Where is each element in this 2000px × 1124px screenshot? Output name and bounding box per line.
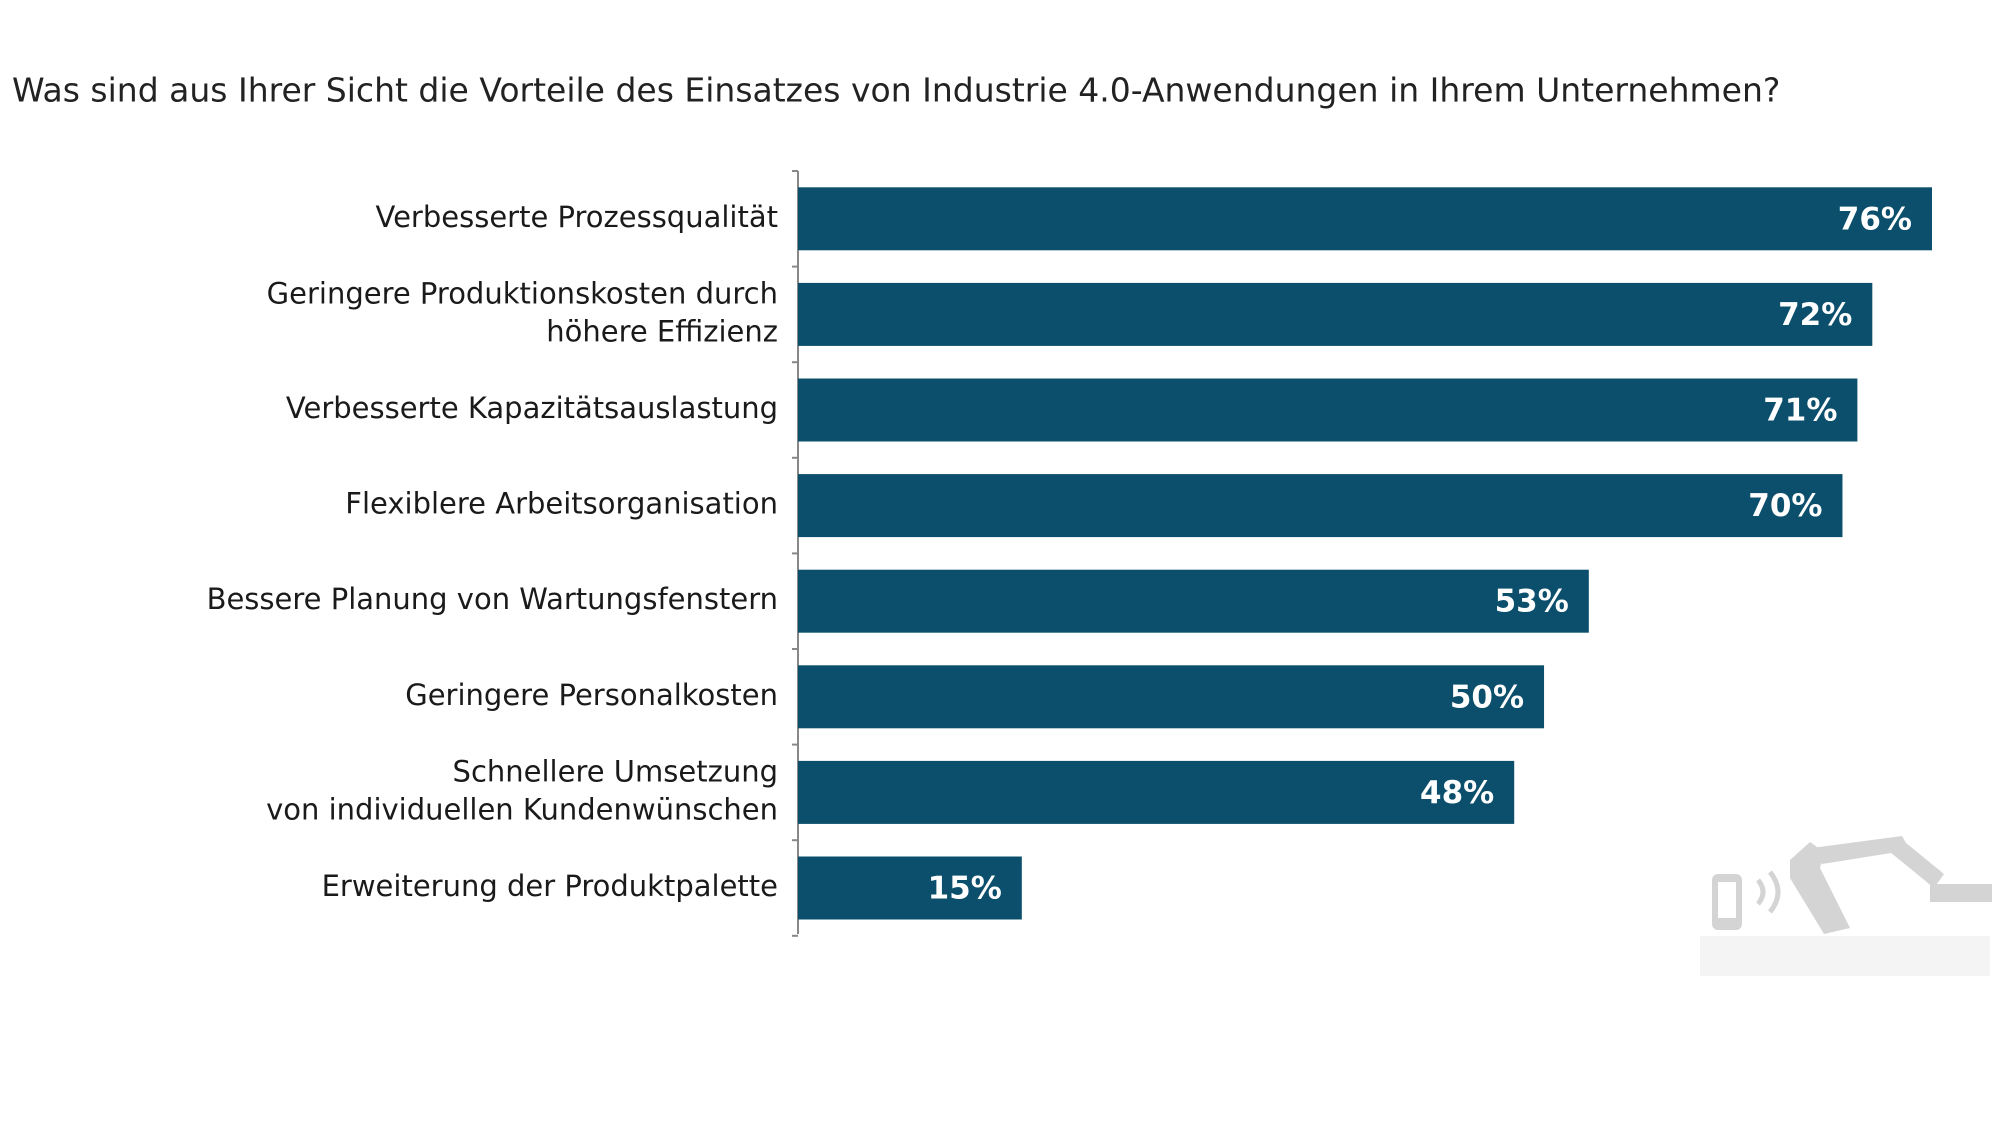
value-label: 76% [1838,201,1912,237]
category-label: Erweiterung der Produktpalette [322,869,778,903]
value-label: 48% [1420,775,1494,811]
robot-icon [1700,836,1992,976]
value-label: 50% [1450,679,1524,715]
value-label: 15% [928,871,1002,907]
bar [798,760,1515,824]
bar [798,474,1843,538]
bar [798,378,1858,442]
category-label: Geringere Personalkosten [405,678,778,712]
value-label: 72% [1778,297,1852,333]
bar [798,856,1022,920]
category-label: Schnellere Umsetzung von individuellen Ku… [266,754,778,826]
value-label: 70% [1748,488,1822,524]
category-label: Bessere Planung von Wartungsfenstern [207,582,778,616]
value-label: 71% [1763,393,1837,429]
value-label: 53% [1495,584,1569,620]
category-label: Verbesserte Prozessqualität [376,200,779,234]
bar [798,282,1873,346]
category-label: Flexiblere Arbeitsorganisation [345,487,778,521]
bar [798,187,1932,251]
bar [798,569,1589,633]
category-label: Geringere Produktionskosten durch höhere … [267,276,778,348]
chart-title: Was sind aus Ihrer Sicht die Vorteile de… [12,71,1780,110]
bar [798,665,1545,729]
category-label: Verbesserte Kapazitätsauslastung [286,391,778,425]
